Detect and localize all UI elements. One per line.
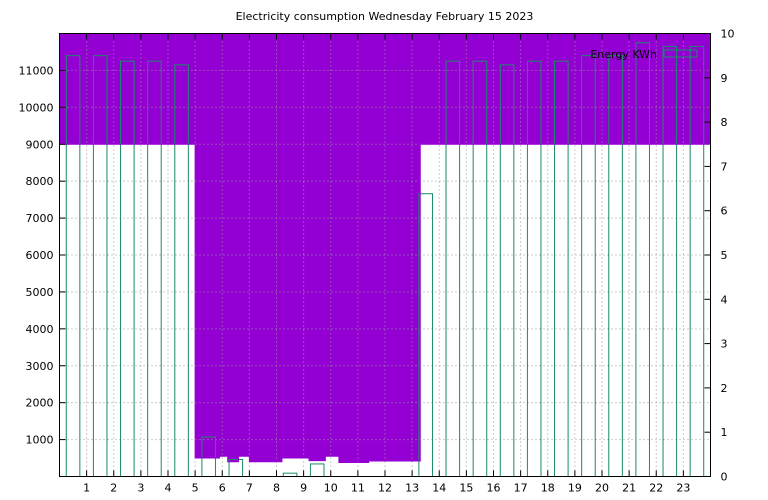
y-tick-label-left: 7000 — [26, 212, 54, 225]
fill-layer — [59, 33, 711, 463]
x-tick-label: 20 — [595, 482, 609, 495]
y-tick-label-right: 4 — [721, 293, 728, 306]
axes: 1 2 3 4 5 6 7 8 9 10 11 12 13 14 15 16 17 18 19 20 21 22 23100… — [19, 28, 735, 495]
x-tick-label: 11 — [351, 482, 365, 495]
y-tick-label-right: 5 — [721, 249, 728, 262]
y-tick-label-left: 5000 — [26, 286, 54, 299]
legend-swatch — [663, 49, 698, 58]
y-tick-label-left: 2000 — [26, 397, 54, 410]
bar — [309, 463, 325, 477]
legend: Energy KWh — [590, 48, 698, 61]
x-tick-label: 4 — [165, 482, 172, 495]
chart-title: Electricity consumption Wednesday Februa… — [236, 10, 534, 23]
step-line — [59, 143, 711, 463]
x-tick-label: 1 — [83, 482, 90, 495]
y-tick-label-right: 1 — [721, 426, 728, 439]
y-tick-label-left: 4000 — [26, 323, 54, 336]
step-line-layer — [59, 143, 711, 463]
x-tick-label: 8 — [273, 482, 280, 495]
y-tick-label-right: 10 — [721, 28, 735, 41]
x-tick-label: 19 — [568, 482, 582, 495]
y-tick-label-left: 6000 — [26, 249, 54, 262]
x-tick-label: 23 — [676, 482, 690, 495]
y-tick-label-right: 7 — [721, 160, 728, 173]
y-tick-label-left: 10000 — [19, 101, 54, 114]
x-tick-label: 9 — [300, 482, 307, 495]
x-tick-label: 5 — [192, 482, 199, 495]
x-tick-label: 2 — [110, 482, 117, 495]
x-tick-label: 10 — [324, 482, 338, 495]
y-tick-label-right: 8 — [721, 116, 728, 129]
x-tick-label: 17 — [514, 482, 528, 495]
y-tick-label-left: 11000 — [19, 64, 54, 77]
x-tick-label: 12 — [378, 482, 392, 495]
y-tick-label-right: 0 — [721, 471, 728, 484]
x-tick-label: 16 — [487, 482, 501, 495]
bar — [418, 193, 433, 478]
y-tick-label-left: 8000 — [26, 175, 54, 188]
x-tick-label: 15 — [459, 482, 473, 495]
x-tick-label: 21 — [622, 482, 636, 495]
x-tick-label: 3 — [137, 482, 144, 495]
y-tick-label-left: 9000 — [26, 138, 54, 151]
y-tick-label-left: 1000 — [26, 434, 54, 447]
y-tick-label-right: 2 — [721, 382, 728, 395]
x-tick-label: 14 — [432, 482, 446, 495]
legend-label: Energy KWh — [590, 48, 657, 61]
y-tick-label-right: 3 — [721, 338, 728, 351]
x-tick-label: 6 — [219, 482, 226, 495]
y-tick-label-right: 6 — [721, 205, 728, 218]
x-tick-label: 13 — [405, 482, 419, 495]
y-tick-label-left: 3000 — [26, 360, 54, 373]
x-tick-label: 18 — [541, 482, 555, 495]
x-tick-label: 7 — [246, 482, 253, 495]
step-fill-area — [59, 33, 711, 463]
x-tick-label: 22 — [649, 482, 663, 495]
y-tick-label-right: 9 — [721, 72, 728, 85]
